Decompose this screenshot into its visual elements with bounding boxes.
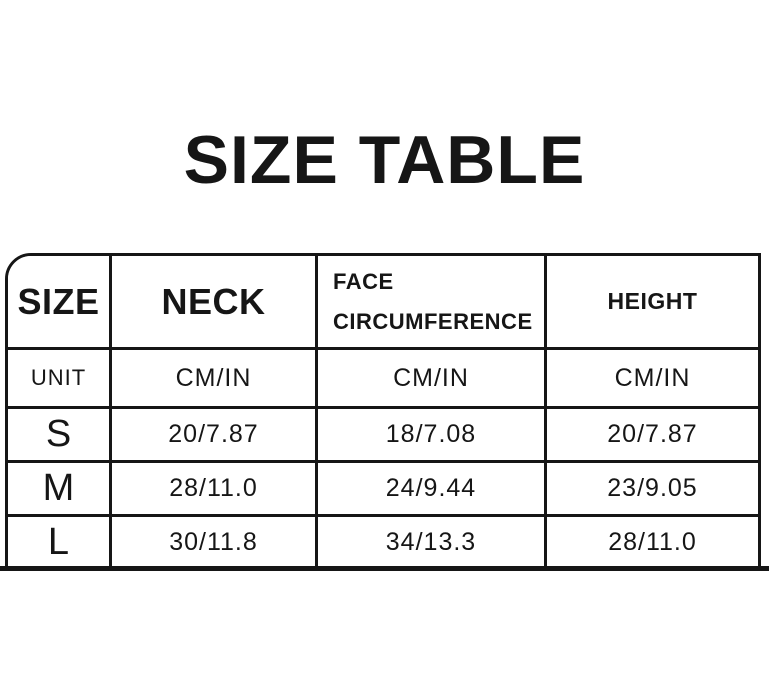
table-bottom-rule (0, 566, 769, 571)
column-header-height: HEIGHT (547, 256, 758, 350)
row-l-face-circumference-value: 34/13.3 (318, 517, 547, 568)
row-m-label: M (8, 463, 112, 517)
row-l-neck-value: 30/11.8 (112, 517, 318, 568)
row-m-neck-value: 28/11.0 (112, 463, 318, 517)
row-s-label: S (8, 409, 112, 463)
column-header-size: SIZE (8, 256, 112, 350)
row-s-height-value: 20/7.87 (547, 409, 758, 463)
unit-neck: CM/IN (112, 350, 318, 409)
row-s-neck-value: 20/7.87 (112, 409, 318, 463)
size-table: SIZE NECK FACE CIRCUMFERENCE HEIGHT UNIT… (5, 253, 761, 571)
row-l-label: L (8, 517, 112, 568)
unit-row-label: UNIT (8, 350, 112, 409)
column-header-neck: NECK (112, 256, 318, 350)
row-s-face-circumference-value: 18/7.08 (318, 409, 547, 463)
unit-face-circumference: CM/IN (318, 350, 547, 409)
page-title: SIZE TABLE (183, 122, 586, 198)
row-l-height-value: 28/11.0 (547, 517, 758, 568)
row-m-height-value: 23/9.05 (547, 463, 758, 517)
row-m-face-circumference-value: 24/9.44 (318, 463, 547, 517)
unit-height: CM/IN (547, 350, 758, 409)
column-header-face-circumference: FACE CIRCUMFERENCE (318, 256, 547, 350)
